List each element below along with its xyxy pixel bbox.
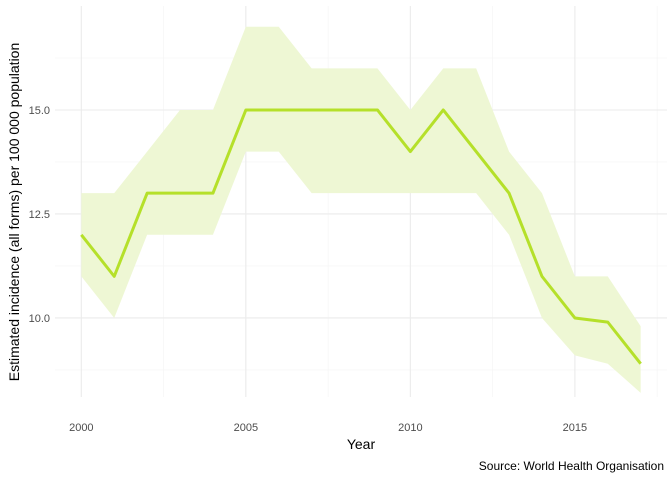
y-tick-label: 12.5: [29, 209, 50, 221]
y-axis-title: Estimated incidence (all forms) per 100 …: [6, 43, 22, 382]
x-tick-label: 2000: [69, 422, 93, 434]
y-tick-label: 15.0: [29, 105, 50, 117]
confidence-band: [81, 26, 641, 393]
source-caption: Source: World Health Organisation: [479, 459, 664, 473]
incidence-line: [80, 108, 642, 365]
y-tick-label: 10.0: [29, 313, 50, 325]
incidence-series-line: [80, 108, 642, 365]
x-tick-label: 2015: [563, 422, 587, 434]
x-tick-label: 2010: [398, 422, 422, 434]
x-tick-label: 2005: [234, 422, 258, 434]
confidence-ribbon: [81, 26, 641, 393]
x-axis-title: Year: [347, 436, 376, 452]
x-axis-tick-labels: 2000 2005 2010 2015: [69, 422, 587, 434]
y-axis-tick-labels: 10.0 12.5 15.0: [29, 105, 50, 325]
